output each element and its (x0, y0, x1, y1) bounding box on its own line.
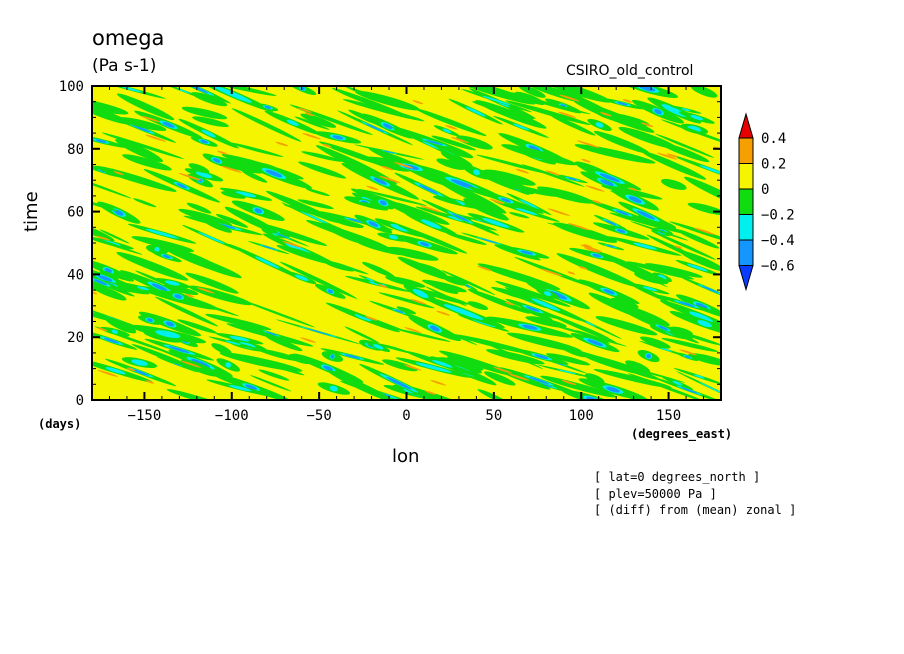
colorbar-label: −0.4 (761, 233, 795, 249)
colorbar-label: 0.4 (761, 131, 786, 147)
note-diff: [ (diff) from (mean) zonal ] (594, 503, 797, 517)
colorbar-box (738, 239, 754, 266)
note-plev: [ plev=50000 Pa ] (594, 487, 717, 501)
colorbar-box (738, 137, 754, 164)
y-tick-label: 40 (67, 267, 84, 283)
x-tick-label: 0 (402, 408, 410, 424)
x-tick-label: −150 (128, 408, 162, 424)
x-tick-label: 50 (485, 408, 502, 424)
y-tick-label: 80 (67, 142, 84, 158)
x-tick-label: 150 (656, 408, 681, 424)
colorbar-extend-bottom (738, 265, 754, 292)
run-label: CSIRO_old_control (566, 63, 694, 79)
colorbar-extend-top (738, 112, 754, 139)
colorbar-label: −0.6 (761, 259, 795, 275)
y-tick-label: 0 (76, 393, 84, 409)
x-tick-label: −50 (306, 408, 331, 424)
colorbar-label: 0 (761, 182, 769, 198)
y-axis-units: (days) (38, 417, 82, 431)
x-axis-label: lon (392, 446, 420, 467)
x-axis-units: (degrees_east) (631, 427, 733, 441)
chart-title: omega (92, 26, 165, 50)
y-tick-label: 20 (67, 330, 84, 346)
colorbar-label: 0.2 (761, 157, 786, 173)
x-tick-label: −100 (215, 408, 249, 424)
y-tick-label: 60 (67, 205, 84, 221)
chart-units: (Pa s-1) (92, 56, 157, 76)
heatmap-field (92, 86, 721, 400)
colorbar-box (738, 163, 754, 190)
x-tick-label: 100 (569, 408, 594, 424)
y-tick-label: 100 (59, 79, 84, 95)
colorbar-label: −0.2 (761, 208, 795, 224)
note-lat: [ lat=0 degrees_north ] (594, 470, 761, 484)
colorbar-box (738, 188, 754, 215)
colorbar-box (738, 214, 754, 241)
